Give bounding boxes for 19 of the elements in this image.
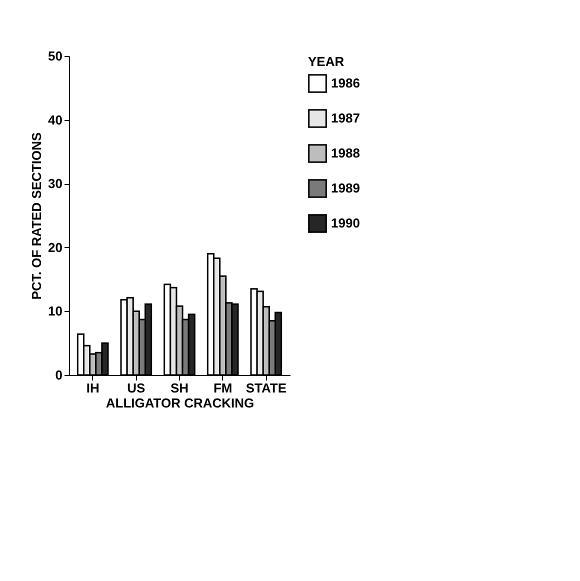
legend-label: 1990 <box>331 216 360 230</box>
x-axis-title: ALLIGATOR CRACKING <box>106 396 254 410</box>
y-tick-label: 10 <box>48 304 62 319</box>
legend-title: YEAR <box>308 54 345 69</box>
x-tick-label: SH <box>170 380 189 396</box>
y-tick-label: 0 <box>55 368 62 382</box>
legend-label: 1988 <box>331 146 360 160</box>
x-tick-label: US <box>127 380 146 396</box>
y-tick-label: 50 <box>48 48 62 64</box>
x-tick-label: STATE <box>246 380 287 396</box>
x-tick-label: IH <box>86 380 100 396</box>
legend-label: 1987 <box>331 110 360 126</box>
y-tick-label: 30 <box>48 176 62 192</box>
y-tick-label: 20 <box>48 240 62 255</box>
legend-label: 1986 <box>331 76 360 90</box>
x-tick-label: FM <box>213 380 232 396</box>
legend-label: 1989 <box>331 180 360 196</box>
y-axis-title: PCT. OF RATED SECTIONS <box>29 132 44 300</box>
y-tick-label: 40 <box>48 112 62 128</box>
